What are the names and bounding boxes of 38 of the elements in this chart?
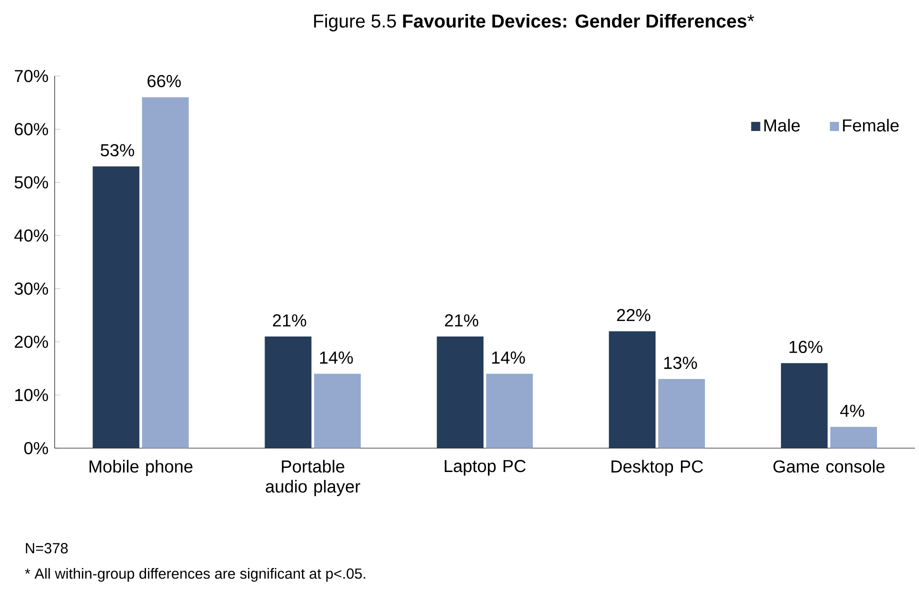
y-tick-label: 60% [14, 123, 48, 136]
bar [436, 336, 484, 448]
legend-label: Female [843, 119, 899, 132]
bar [486, 374, 533, 448]
bar [780, 363, 828, 448]
y-tick-label: 10% [15, 389, 48, 402]
bar [142, 98, 189, 448]
bar [658, 379, 705, 448]
x-tick-label: Game console [773, 460, 885, 473]
x-tick-label: Portable audio player [266, 460, 360, 496]
y-tick-label: 30% [14, 282, 48, 296]
y-tick-label: 70% [14, 70, 48, 82]
bar [92, 166, 140, 448]
data-label: 14% [320, 352, 353, 364]
bar [608, 331, 656, 448]
chart-title: Figure 5.5 Favourite Devices: Gender Differences* [314, 14, 754, 32]
x-tick-label: Mobile phone [90, 460, 192, 476]
data-label: 66% [148, 75, 181, 88]
x-tick-label: Laptop PC [444, 460, 526, 476]
text: N=378 [26, 543, 68, 554]
data-label: 21% [445, 314, 478, 327]
data-label: 21% [272, 314, 306, 327]
data-label: 14% [492, 352, 525, 364]
data-label: 22% [617, 309, 650, 322]
y-tick-label: 50% [14, 176, 48, 189]
text: * All within-group differences are significant at p<.05. [24, 568, 366, 582]
bar [264, 336, 312, 448]
data-label: 4% [840, 404, 864, 418]
legend-label: Male [764, 119, 800, 132]
data-label: 53% [100, 144, 134, 157]
y-tick-label: 20% [14, 336, 48, 348]
data-label: 16% [790, 340, 822, 354]
x-tick-label: Desktop PC [612, 460, 703, 476]
data-label: 13% [664, 356, 697, 370]
y-tick-label: 40% [14, 230, 48, 242]
y-tick-label: 0% [24, 442, 48, 455]
bar [830, 427, 877, 448]
bar [314, 374, 361, 448]
